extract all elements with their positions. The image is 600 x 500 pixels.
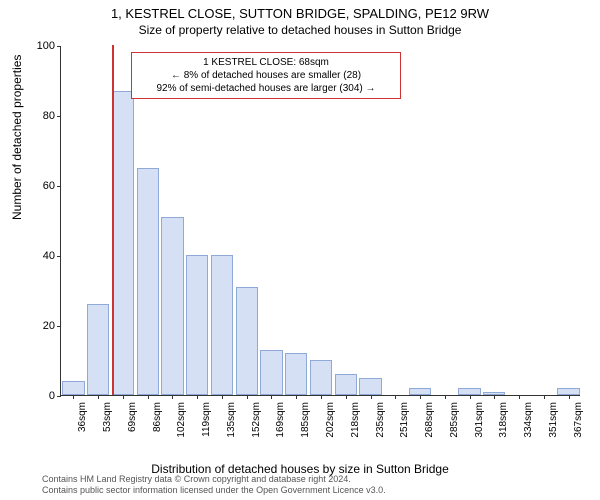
x-tick-mark	[296, 395, 297, 399]
x-tick-label: 53sqm	[102, 402, 113, 452]
y-tick-mark	[57, 46, 61, 47]
x-tick-label: 202sqm	[325, 402, 336, 452]
bar	[285, 353, 307, 395]
bar	[310, 360, 332, 395]
x-tick-label: 69sqm	[127, 402, 138, 452]
x-tick-mark	[271, 395, 272, 399]
y-tick-mark	[57, 256, 61, 257]
x-tick-label: 218sqm	[350, 402, 361, 452]
bar	[62, 381, 84, 395]
x-tick-mark	[321, 395, 322, 399]
x-tick-label: 268sqm	[424, 402, 435, 452]
y-tick-label: 80	[25, 110, 55, 122]
x-tick-label: 135sqm	[226, 402, 237, 452]
x-tick-label: 86sqm	[152, 402, 163, 452]
x-tick-mark	[222, 395, 223, 399]
y-tick-label: 100	[25, 40, 55, 52]
x-tick-label: 285sqm	[449, 402, 460, 452]
bar	[458, 388, 480, 395]
x-tick-label: 318sqm	[498, 402, 509, 452]
x-tick-label: 36sqm	[77, 402, 88, 452]
x-tick-mark	[470, 395, 471, 399]
bar	[557, 388, 579, 395]
chart-container: 02040608010036sqm53sqm69sqm86sqm102sqm11…	[60, 46, 580, 416]
x-tick-label: 119sqm	[201, 402, 212, 452]
bar	[137, 168, 159, 396]
x-tick-mark	[73, 395, 74, 399]
x-tick-label: 301sqm	[474, 402, 485, 452]
x-tick-label: 102sqm	[176, 402, 187, 452]
x-tick-mark	[519, 395, 520, 399]
y-tick-mark	[57, 326, 61, 327]
y-tick-label: 40	[25, 250, 55, 262]
annotation-line: ← 8% of detached houses are smaller (28)	[138, 69, 394, 82]
footer-line-2: Contains public sector information licen…	[42, 485, 386, 496]
x-tick-mark	[346, 395, 347, 399]
property-marker-line	[112, 45, 114, 395]
plot-area: 02040608010036sqm53sqm69sqm86sqm102sqm11…	[60, 46, 580, 396]
x-tick-mark	[247, 395, 248, 399]
y-tick-label: 0	[25, 390, 55, 402]
x-tick-label: 367sqm	[573, 402, 584, 452]
bar	[335, 374, 357, 395]
y-axis-label: Number of detached properties	[10, 55, 24, 220]
x-tick-mark	[420, 395, 421, 399]
x-tick-mark	[148, 395, 149, 399]
x-tick-label: 169sqm	[275, 402, 286, 452]
page-title: 1, KESTREL CLOSE, SUTTON BRIDGE, SPALDIN…	[0, 0, 600, 21]
bar	[112, 91, 134, 396]
page-subtitle: Size of property relative to detached ho…	[0, 21, 600, 37]
bar	[211, 255, 233, 395]
x-tick-mark	[494, 395, 495, 399]
x-tick-label: 152sqm	[251, 402, 262, 452]
annotation-line: 92% of semi-detached houses are larger (…	[138, 82, 394, 95]
x-tick-mark	[123, 395, 124, 399]
footer-line-1: Contains HM Land Registry data © Crown c…	[42, 474, 386, 485]
x-tick-mark	[544, 395, 545, 399]
bar	[236, 287, 258, 396]
x-tick-mark	[445, 395, 446, 399]
bar	[260, 350, 282, 396]
x-tick-mark	[371, 395, 372, 399]
y-tick-mark	[57, 116, 61, 117]
bar	[409, 388, 431, 395]
x-tick-mark	[197, 395, 198, 399]
y-tick-mark	[57, 396, 61, 397]
x-tick-mark	[172, 395, 173, 399]
bar	[186, 255, 208, 395]
y-tick-label: 60	[25, 180, 55, 192]
annotation-box: 1 KESTREL CLOSE: 68sqm← 8% of detached h…	[131, 52, 401, 99]
x-tick-label: 235sqm	[375, 402, 386, 452]
bar	[359, 378, 381, 396]
x-tick-label: 334sqm	[523, 402, 534, 452]
annotation-line: 1 KESTREL CLOSE: 68sqm	[138, 56, 394, 69]
bar	[87, 304, 109, 395]
footer-attribution: Contains HM Land Registry data © Crown c…	[42, 474, 386, 497]
x-tick-mark	[98, 395, 99, 399]
y-tick-mark	[57, 186, 61, 187]
x-tick-mark	[569, 395, 570, 399]
bar	[161, 217, 183, 396]
x-tick-label: 351sqm	[548, 402, 559, 452]
x-tick-label: 185sqm	[300, 402, 311, 452]
y-tick-label: 20	[25, 320, 55, 332]
x-tick-mark	[395, 395, 396, 399]
x-tick-label: 251sqm	[399, 402, 410, 452]
